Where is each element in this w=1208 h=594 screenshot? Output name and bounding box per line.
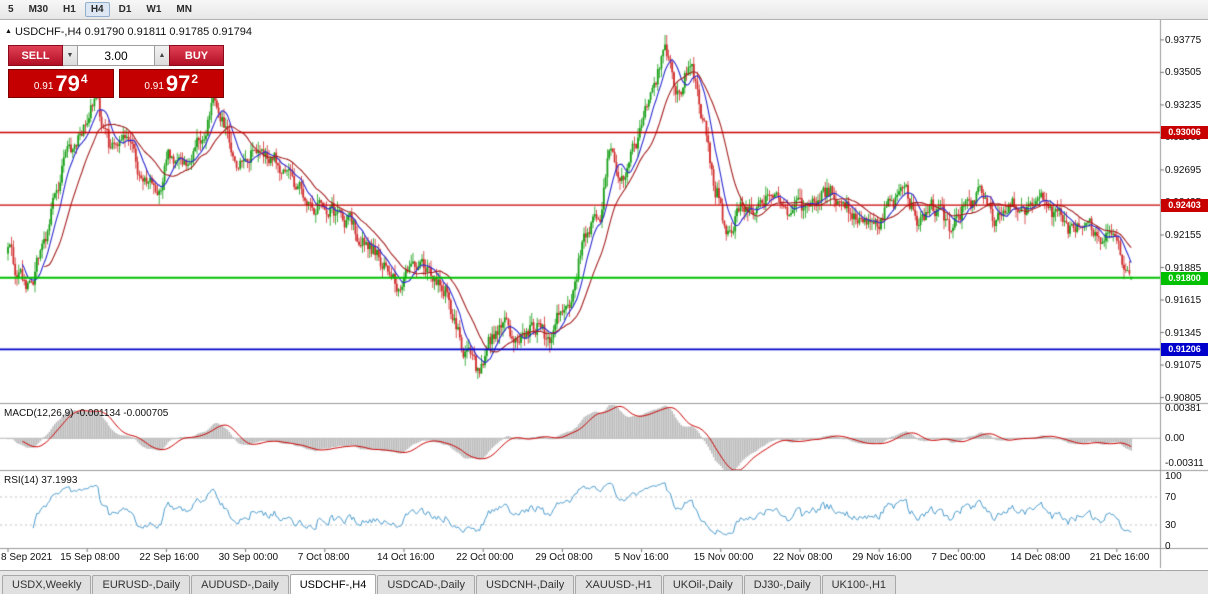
chart-tab-usdcad-daily[interactable]: USDCAD-,Daily bbox=[377, 575, 475, 594]
sell-price-sup: 4 bbox=[80, 72, 88, 86]
timeframe-button-m30[interactable]: M30 bbox=[28, 4, 49, 15]
timeframe-button-h1[interactable]: H1 bbox=[63, 4, 76, 15]
chart-tab-bar: USDX,Weekly EURUSD-,Daily AUDUSD-,Daily USD… bbox=[0, 570, 1208, 594]
macd-indicator-label: MACD(12,26,9) -0.001134 -0.000705 bbox=[4, 408, 169, 419]
sell-price-display[interactable]: 0.91 79 4 bbox=[8, 69, 114, 98]
sell-button[interactable]: SELL bbox=[8, 45, 63, 66]
buy-price-prefix: 0.91 bbox=[144, 81, 164, 92]
chart-tab-usdcnh-daily[interactable]: USDCNH-,Daily bbox=[475, 575, 575, 594]
buy-price-display[interactable]: 0.91 97 2 bbox=[118, 69, 224, 98]
chart-tab-uk100-h1[interactable]: UK100-,H1 bbox=[821, 575, 897, 594]
timeframe-button-d1[interactable]: D1 bbox=[118, 4, 132, 15]
sell-price-prefix: 0.91 bbox=[33, 81, 54, 92]
chart-tab-usdchf-h4[interactable]: USDCHF-,H4 bbox=[289, 574, 377, 594]
chart-ohlc-header: ▲ USDCHF-,H4 0.91790 0.91811 0.91785 0.91… bbox=[5, 26, 252, 38]
timeframe-button-5[interactable]: 5 bbox=[8, 4, 14, 15]
chart-tab-ukoil-daily[interactable]: UKOil-,Daily bbox=[662, 575, 743, 594]
chart-canvas[interactable] bbox=[0, 20, 1208, 570]
buy-button[interactable]: BUY bbox=[169, 45, 224, 66]
one-click-trading-panel: SELL ▼ ▲ BUY 0.91 79 4 0.91 97 2 bbox=[8, 45, 224, 98]
buy-price-big: 97 bbox=[165, 70, 191, 96]
ohlc-text: USDCHF-,H4 0.91790 0.91811 0.91785 0.917… bbox=[14, 26, 253, 38]
timeframe-toolbar: 5 M30 H1 H4 D1 W1 MN bbox=[0, 0, 1208, 20]
sell-price-big: 79 bbox=[55, 70, 80, 96]
chart-tab-usdx-weekly[interactable]: USDX,Weekly bbox=[2, 575, 92, 594]
timeframe-button-h4[interactable]: H4 bbox=[84, 2, 110, 17]
volume-increase-button[interactable]: ▲ bbox=[155, 45, 169, 66]
symbol-marker-icon: ▲ bbox=[5, 28, 12, 35]
volume-input[interactable] bbox=[77, 45, 155, 66]
buy-price-sup: 2 bbox=[191, 72, 199, 86]
chart-tab-xauusd-h1[interactable]: XAUUSD-,H1 bbox=[575, 575, 662, 594]
chart-tab-dj30-daily[interactable]: DJ30-,Daily bbox=[743, 575, 821, 594]
chart-tab-audusd-daily[interactable]: AUDUSD-,Daily bbox=[191, 575, 289, 594]
rsi-indicator-label: RSI(14) 37.1993 bbox=[4, 475, 78, 486]
chart-area: ▲ USDCHF-,H4 0.91790 0.91811 0.91785 0.91… bbox=[0, 20, 1208, 570]
timeframe-button-mn[interactable]: MN bbox=[176, 4, 192, 15]
volume-decrease-button[interactable]: ▼ bbox=[63, 45, 77, 66]
chart-tab-eurusd-daily[interactable]: EURUSD-,Daily bbox=[92, 575, 191, 594]
timeframe-button-w1[interactable]: W1 bbox=[146, 4, 162, 15]
